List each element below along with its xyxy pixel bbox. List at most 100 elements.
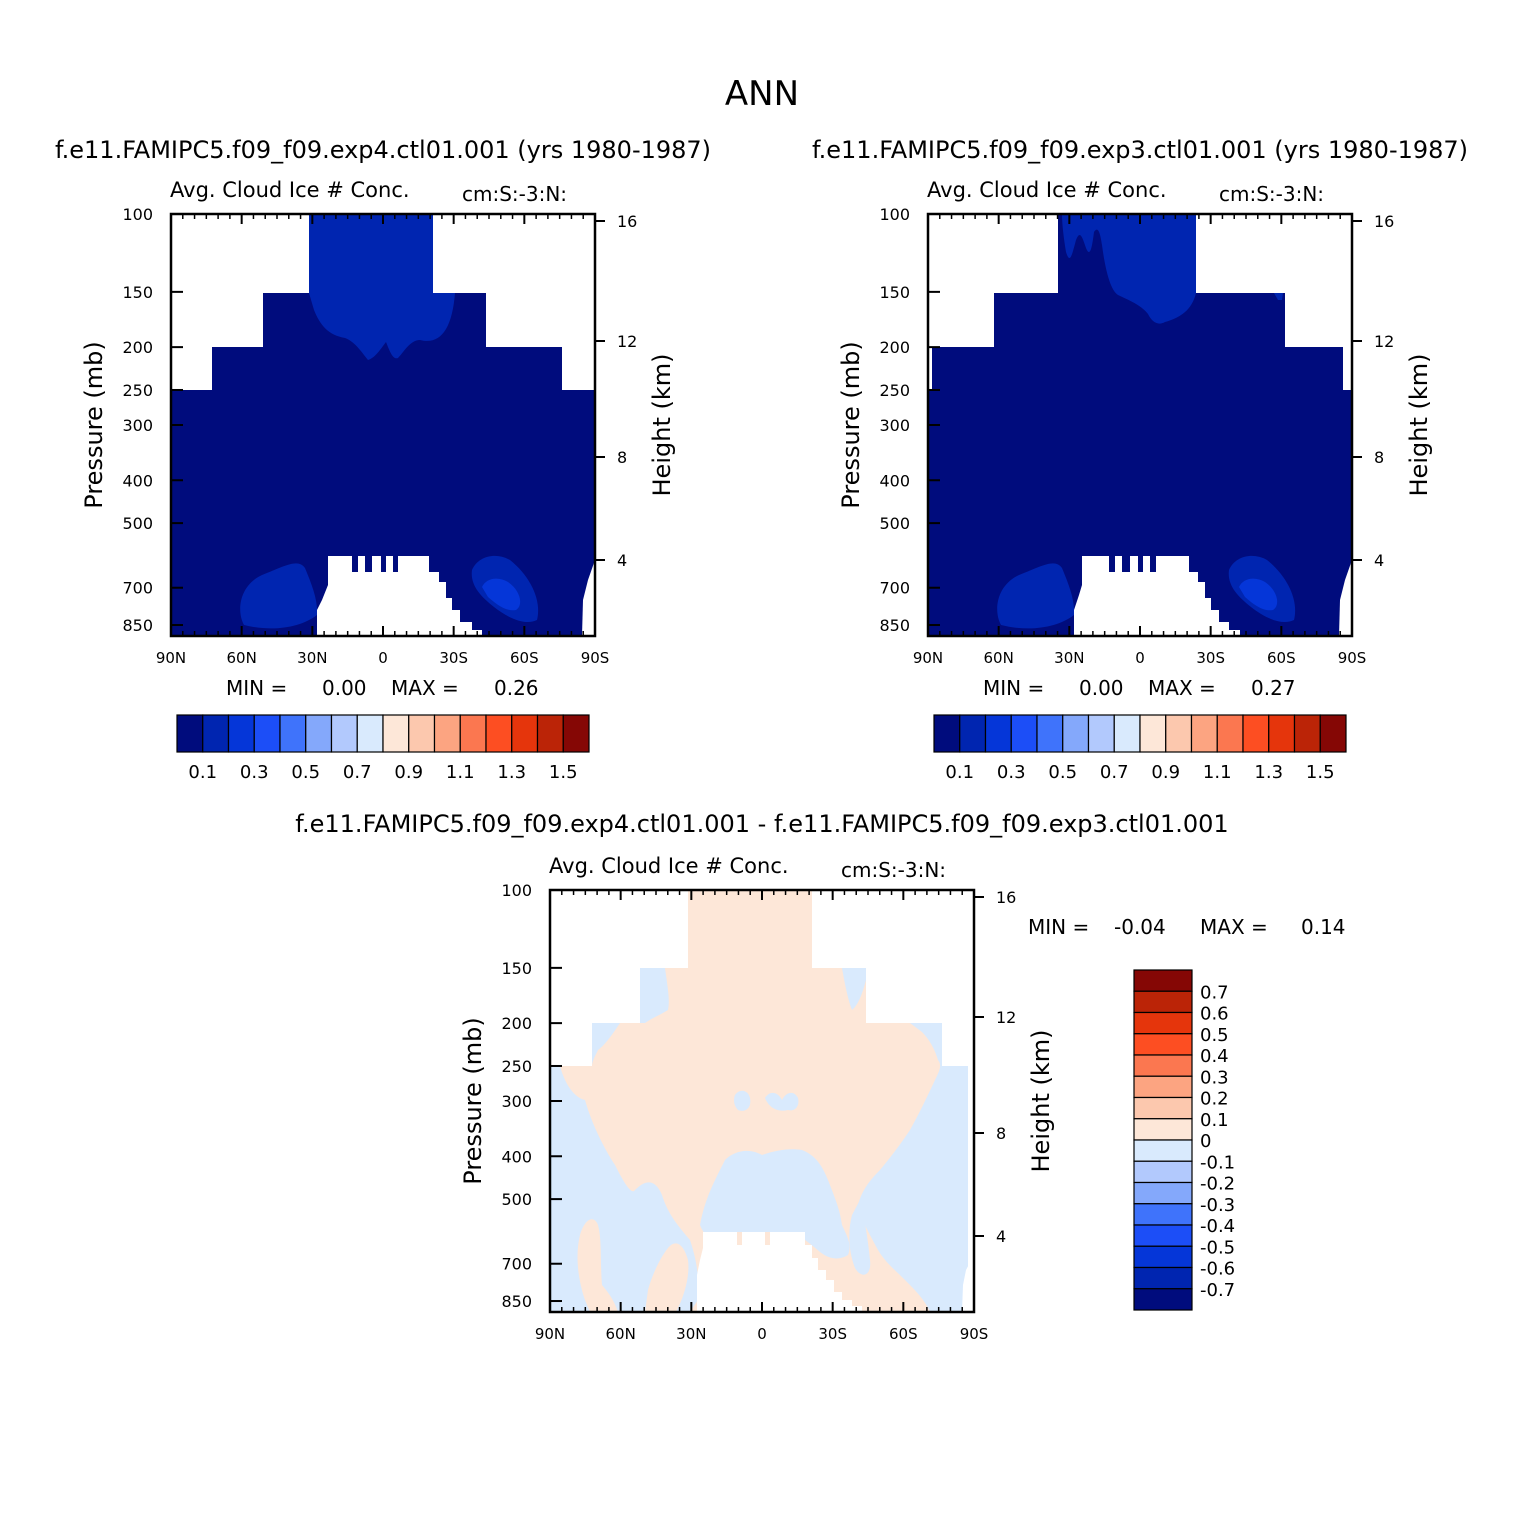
y2-tick-label: 16	[996, 888, 1016, 907]
contour-level-0.2	[482, 578, 521, 611]
contour-level-0.1	[1274, 293, 1283, 300]
y2-tick-label: 8	[996, 1124, 1006, 1143]
contour-level-minus0.05	[700, 1149, 850, 1259]
y2-tick-label: 4	[1374, 551, 1384, 570]
y-tick-label: 500	[879, 514, 910, 533]
colorbar-swatch	[536, 714, 564, 753]
contour-level-0.1	[240, 563, 318, 629]
y2-axis-label: Height (km)	[1405, 354, 1433, 497]
y2-axis: 16 12 8 4	[974, 888, 1016, 1246]
y2-tick-label: 4	[996, 1227, 1006, 1246]
colorbar-swatch	[1133, 1160, 1193, 1184]
colorbar-label: 0.6	[1200, 1004, 1229, 1025]
colorbar-swatch	[1010, 714, 1038, 753]
colorbar-label: 0.3	[1200, 1067, 1229, 1088]
min-label: MIN =	[1028, 915, 1089, 939]
missing-data-region	[317, 556, 482, 636]
colorbar-label: 0.5	[1048, 762, 1077, 783]
y2-axis: 16 12 8 4	[1352, 212, 1394, 570]
panel-exp3: f.e11.FAMIPC5.f09_f09.exp3.ctl01.001 (yr…	[812, 136, 1468, 783]
x-axis: 90N 60N 30N 0 30S 60S 90S	[156, 214, 609, 667]
y2-axis: 16 12 8 4	[595, 212, 637, 570]
units-label: cm:S:-3:N:	[1219, 182, 1324, 206]
plot-title: Avg. Cloud Ice # Conc.	[927, 178, 1167, 202]
contour-field	[550, 890, 974, 1312]
contour-field	[928, 214, 1352, 636]
x-tick-label: 0	[1135, 649, 1145, 667]
contour-level-0.1	[1062, 214, 1196, 324]
y2-tick-label: 16	[617, 212, 637, 231]
y2-tick-label: 16	[1374, 212, 1394, 231]
colorbar-swatch	[1133, 1181, 1193, 1205]
colorbar-label: 0.9	[394, 762, 423, 783]
y-tick-label: 200	[879, 338, 910, 357]
x-tick-label: 90N	[535, 1325, 565, 1343]
colorbar-label: 1.5	[549, 762, 578, 783]
colorbar-label: 1.1	[446, 762, 475, 783]
colorbar-swatch	[511, 714, 539, 753]
x-tick-label: 90N	[913, 649, 943, 667]
max-label: MAX =	[1148, 676, 1216, 700]
y-tick-label: 250	[122, 381, 153, 400]
y-tick-label: 700	[501, 1255, 532, 1274]
x-tick-label: 0	[378, 649, 388, 667]
y-tick-label: 100	[122, 205, 153, 224]
colorbar-swatch	[562, 714, 590, 753]
y2-tick-label: 12	[617, 332, 637, 351]
y-tick-label: 250	[879, 381, 910, 400]
colorbar-label: 0.3	[240, 762, 269, 783]
missing-data-region	[1339, 560, 1352, 636]
colorbar-label: -0.2	[1200, 1174, 1235, 1195]
x-tick-label: 60N	[606, 1325, 636, 1343]
x-tick-label: 90N	[156, 649, 186, 667]
min-value: -0.04	[1114, 915, 1166, 939]
case-title: f.e11.FAMIPC5.f09_f09.exp4.ctl01.001 - f…	[295, 810, 1228, 838]
colorbar-label: 1.3	[497, 762, 526, 783]
colorbar-swatch	[1062, 714, 1090, 753]
x-tick-label: 30N	[676, 1325, 706, 1343]
colorbar-label: 0.7	[343, 762, 372, 783]
x-tick-label: 30N	[1054, 649, 1084, 667]
min-label: MIN =	[983, 676, 1044, 700]
colorbar: 0.1 0.3 0.5 0.7 0.9 1.1 1.3 1.5	[176, 714, 590, 783]
x-tick-label: 60S	[510, 649, 539, 667]
figure-title: ANN	[725, 74, 799, 114]
y-axis-label: Pressure (mb)	[837, 341, 865, 508]
colorbar-swatch	[459, 714, 487, 753]
y-tick-label: 300	[501, 1092, 532, 1111]
colorbar-swatch	[1133, 1118, 1193, 1141]
y-axis-label: Pressure (mb)	[459, 1017, 487, 1184]
colorbar-swatch	[1165, 714, 1193, 753]
y-tick-label: 150	[879, 283, 910, 302]
x-tick-label: 60S	[889, 1325, 918, 1343]
colorbar-label: -0.4	[1200, 1216, 1235, 1237]
y-tick-label: 200	[122, 338, 153, 357]
colorbar: 0.1 0.3 0.5 0.7 0.9 1.1 1.3 1.5	[933, 714, 1347, 783]
contour-level-0.05	[928, 214, 1352, 636]
contour-level-minus0.05	[592, 1023, 620, 1066]
contour-level-0.2	[1239, 578, 1278, 611]
y2-tick-label: 8	[1374, 448, 1384, 467]
colorbar-swatch	[1133, 1203, 1193, 1226]
y-tick-label: 400	[501, 1147, 532, 1166]
y-tick-label: 700	[122, 579, 153, 598]
y-tick-label: 150	[501, 959, 532, 978]
x-axis: 90N 60N 30N 0 30S 60S 90S	[913, 214, 1366, 667]
colorbar-label: -0.6	[1200, 1259, 1235, 1280]
y-tick-label: 100	[501, 881, 532, 900]
colorbar-swatch	[1087, 714, 1115, 753]
y-axis: 100 150 200 250 300 400 500 700 850	[122, 205, 183, 635]
colorbar-swatch	[1242, 714, 1270, 753]
colorbar-label: 0.1	[1200, 1110, 1229, 1131]
contour-level-minus0.05	[550, 1066, 699, 1312]
colorbar-swatch	[1268, 714, 1296, 753]
contour-level-0.1	[309, 214, 455, 360]
missing-data-region	[697, 1232, 862, 1312]
colorbar-swatch	[1113, 714, 1141, 753]
units-label: cm:S:-3:N:	[462, 182, 567, 206]
colorbar-label: 1.3	[1254, 762, 1283, 783]
contour-level-minus0.05	[858, 1023, 968, 1312]
y2-tick-label: 12	[1374, 332, 1394, 351]
